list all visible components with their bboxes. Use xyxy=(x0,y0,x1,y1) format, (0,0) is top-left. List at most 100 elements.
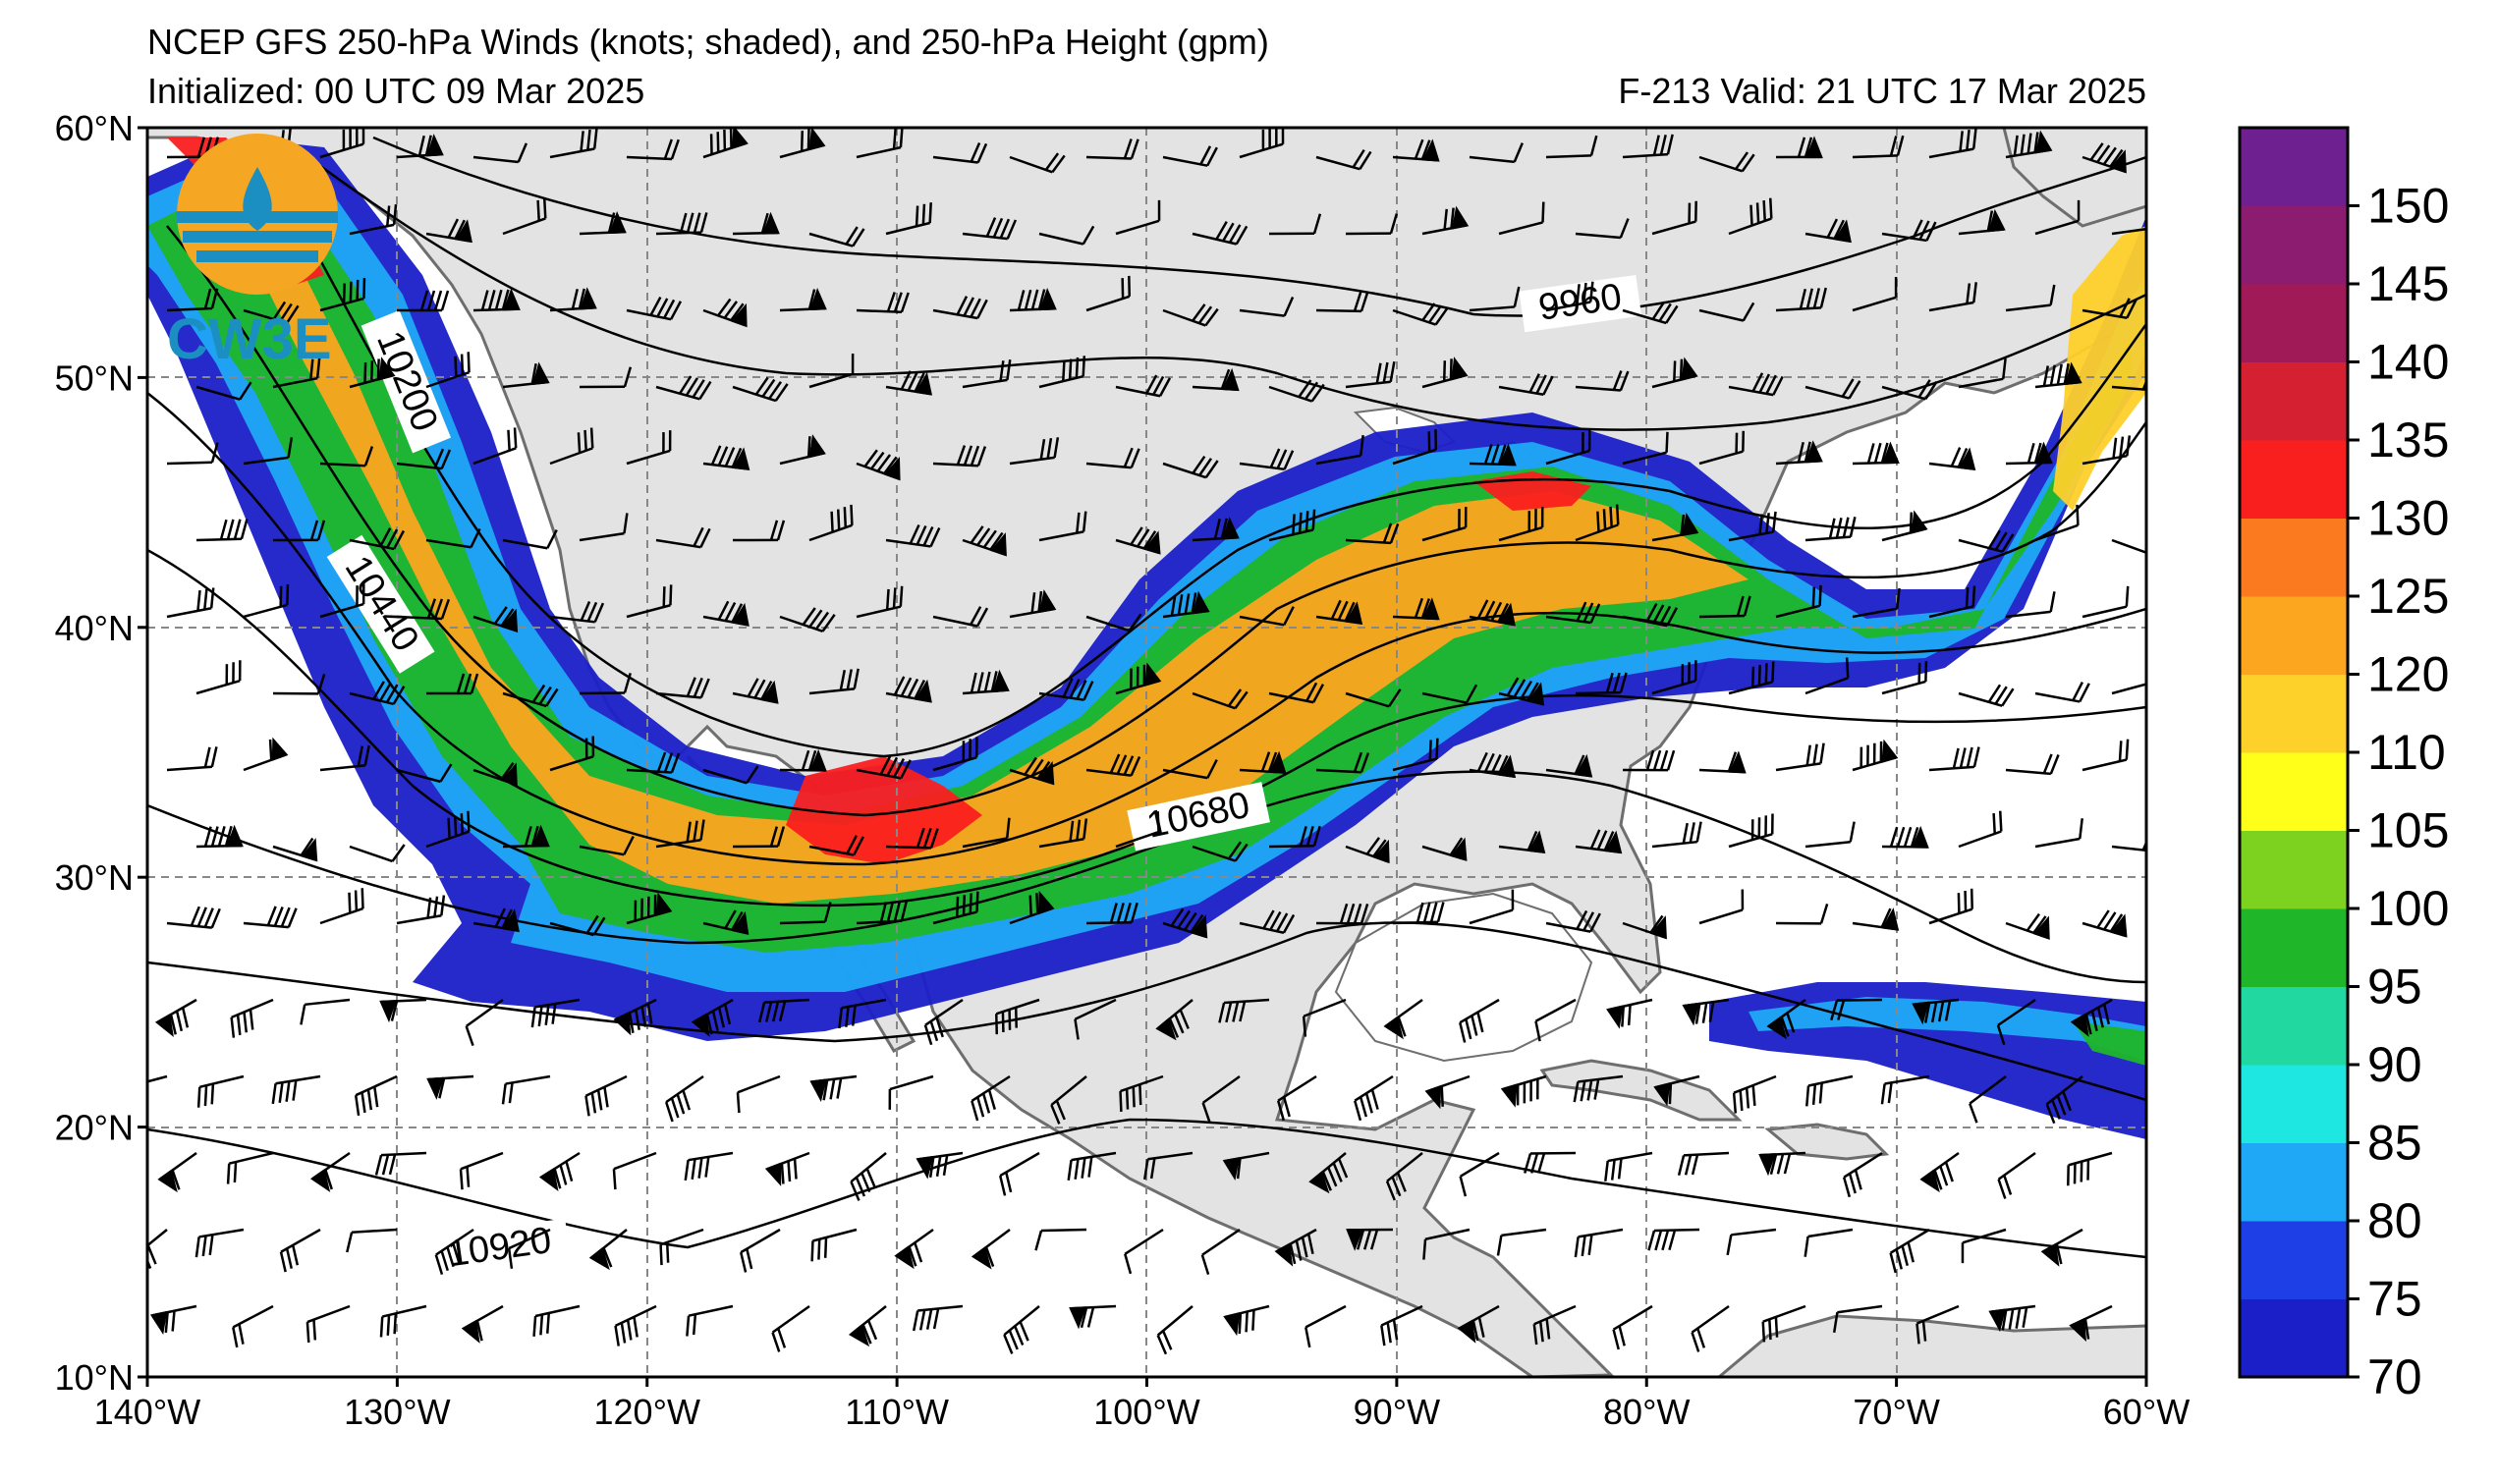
wind-barb xyxy=(998,1151,1040,1196)
wind-barb xyxy=(1775,584,1822,619)
wind-barb xyxy=(732,826,786,849)
wind-barb xyxy=(194,1228,245,1258)
wind-barb xyxy=(530,998,581,1028)
wind-barb xyxy=(1315,291,1369,313)
colorbar-tick-label: 145 xyxy=(2367,256,2449,311)
wind-barb xyxy=(1889,1228,1930,1274)
wind-barb xyxy=(319,583,365,619)
wind-barb xyxy=(279,1228,321,1273)
wind-barb xyxy=(1392,902,1445,925)
wind-barb xyxy=(732,520,786,542)
wind-barb xyxy=(1804,657,1850,695)
wind-barb xyxy=(1003,1305,1040,1354)
wind-barb xyxy=(461,1304,504,1344)
lat-tick-label: 20°N xyxy=(55,1108,134,1148)
wind-barb xyxy=(613,998,657,1036)
wind-barb xyxy=(1392,429,1438,466)
wind-barb xyxy=(374,1151,427,1176)
wind-barb xyxy=(396,763,453,784)
wind-barb xyxy=(732,376,789,403)
wind-barb xyxy=(1345,837,1390,864)
wind-barb xyxy=(732,211,780,236)
wind-barb xyxy=(962,669,1010,695)
wind-barb xyxy=(1345,688,1402,708)
wind-barb xyxy=(1880,1074,1930,1105)
wind-barb xyxy=(1728,197,1773,236)
wind-barb xyxy=(1830,998,1883,1021)
wind-barb xyxy=(1345,360,1396,389)
wind-barb xyxy=(686,1304,734,1337)
colorbar-segment xyxy=(2240,1065,2348,1143)
colorbar-tick-label: 95 xyxy=(2367,960,2422,1015)
wind-barb xyxy=(549,128,598,159)
wind-barb xyxy=(425,527,481,549)
wind-barb xyxy=(272,357,321,389)
wind-barb xyxy=(1775,903,1829,925)
colorbar-segment xyxy=(2240,830,2348,909)
wind-barb xyxy=(1915,1304,1960,1345)
wind-barb xyxy=(1200,1228,1241,1276)
wind-barb xyxy=(664,1074,704,1123)
wind-barb xyxy=(319,888,364,925)
contour-10920 xyxy=(147,1118,2146,1259)
wind-barb xyxy=(912,1304,964,1332)
wind-barb xyxy=(1622,301,1679,325)
colorbar-segment xyxy=(2240,986,2348,1066)
wind-barb xyxy=(1085,138,1139,160)
colorbar-tick-label: 110 xyxy=(2367,725,2446,780)
wind-barb xyxy=(1469,286,1521,312)
wind-barb xyxy=(1881,825,1929,849)
wind-barb xyxy=(1726,1228,1777,1256)
wind-barb xyxy=(1392,597,1440,621)
wind-barb xyxy=(1852,907,1900,931)
wind-barb xyxy=(1009,756,1055,786)
lon-tick-label: 110°W xyxy=(845,1392,949,1432)
wind-barb xyxy=(2082,909,2128,938)
wind-barb xyxy=(195,381,252,401)
wind-barb xyxy=(1115,374,1172,398)
lat-tick-label: 10°N xyxy=(55,1357,134,1398)
wind-barb xyxy=(1315,903,1369,925)
contour-10680 xyxy=(147,770,2146,984)
lon-tick-label: 120°W xyxy=(594,1392,700,1432)
wind-barb xyxy=(502,361,550,389)
wind-barb xyxy=(810,1228,858,1262)
wind-barb xyxy=(166,746,218,772)
wind-barb xyxy=(1545,601,1601,625)
wind-barb xyxy=(1392,302,1449,326)
wind-barb xyxy=(1698,302,1755,322)
colorbar-tick-label: 120 xyxy=(2367,647,2449,702)
wind-barb xyxy=(702,128,749,159)
wind-barb xyxy=(1115,662,1162,695)
wind-barb xyxy=(1881,219,1937,243)
wind-barb xyxy=(1758,1151,1806,1177)
wind-barb xyxy=(465,998,504,1047)
wind-barb xyxy=(1115,811,1160,849)
wind-barb xyxy=(149,1304,197,1335)
wind-barb xyxy=(501,1074,551,1105)
wind-barb xyxy=(579,513,629,542)
lat-tick-label: 30°N xyxy=(55,857,134,898)
wind-barb xyxy=(1545,753,1593,778)
wind-barb xyxy=(349,681,406,706)
wind-barb xyxy=(962,817,1011,849)
wind-barb xyxy=(1469,751,1517,779)
wind-barb xyxy=(166,906,221,929)
wind-barb xyxy=(1192,221,1249,246)
wind-barb xyxy=(757,998,810,1023)
lat-tick-label: 50°N xyxy=(55,357,134,398)
wind-barb xyxy=(1074,998,1117,1040)
wind-barb xyxy=(856,755,912,780)
wind-barbs xyxy=(147,128,2146,1355)
contour-10440 xyxy=(147,392,2146,866)
wind-barb xyxy=(549,427,594,466)
wind-barb xyxy=(779,434,826,466)
wind-barb xyxy=(1346,1228,1394,1251)
wind-barb xyxy=(1009,152,1066,174)
wind-barb xyxy=(655,526,711,549)
wind-barb xyxy=(1069,1304,1117,1330)
wind-barb xyxy=(1315,434,1364,466)
wind-barb xyxy=(154,998,197,1038)
wind-barb xyxy=(916,1151,964,1180)
wind-barb xyxy=(1574,1228,1624,1258)
